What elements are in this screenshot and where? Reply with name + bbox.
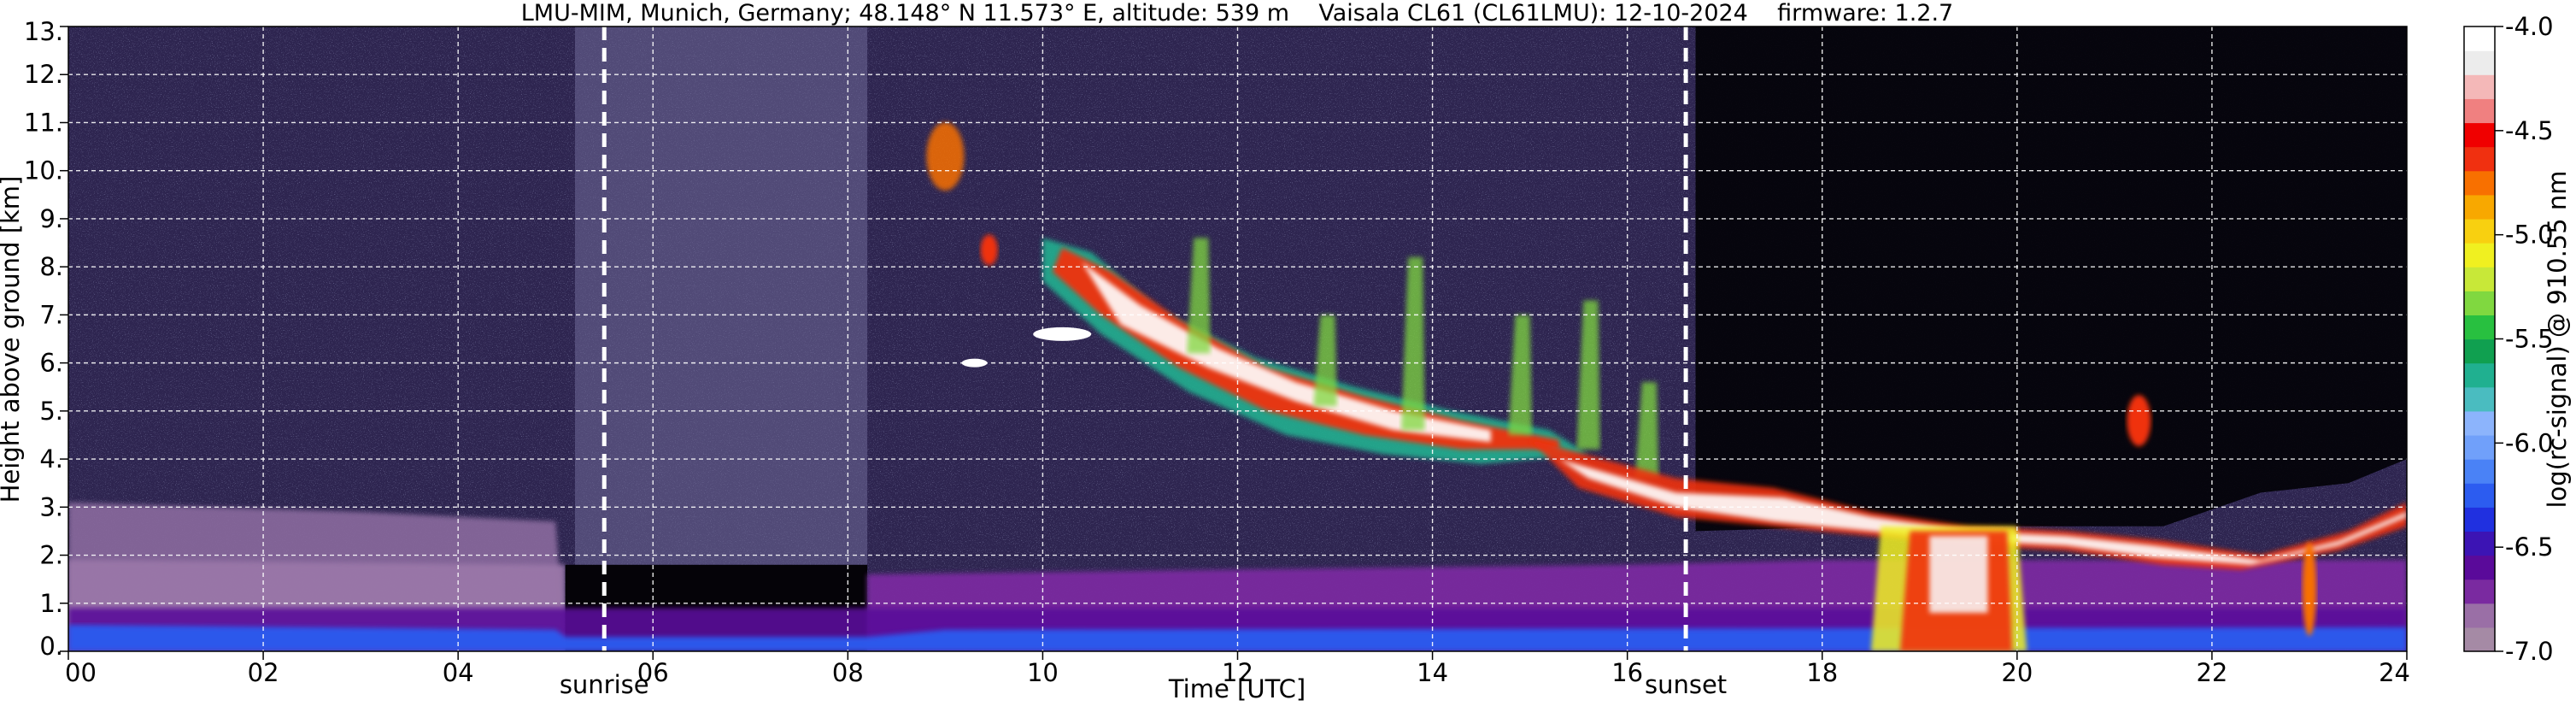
x-tick-label: 10 xyxy=(1027,658,1059,687)
isolated-cloud xyxy=(2127,395,2151,447)
cirrus-core xyxy=(1052,247,1559,450)
x-tick-label: 08 xyxy=(832,658,864,687)
y-tick-label: 6. xyxy=(39,349,63,378)
colorbar-swatch xyxy=(2464,555,2495,580)
x-tick-label: 00 xyxy=(65,658,97,687)
cirrus-streak-1 xyxy=(1508,315,1532,435)
y-tick-label: 12. xyxy=(24,60,63,89)
grid xyxy=(68,26,2407,651)
colorbar-swatch xyxy=(2464,531,2495,556)
y-axis: 0. 1. 2. 3. 4. 5. 6. 7. 8. 9. 10. 11. 12. 13. xyxy=(24,17,68,661)
y-tick-label: 9. xyxy=(39,204,63,233)
colorbar-swatch xyxy=(2464,338,2495,364)
marker-label-sunset: sunset xyxy=(1645,670,1727,699)
cirrus-bright xyxy=(1082,262,1491,443)
colorbar-swatch xyxy=(2464,74,2495,99)
colorbar-swatch xyxy=(2464,146,2495,172)
colorbar-tick-label: -6.5 xyxy=(2505,532,2554,562)
y-tick-label: 4. xyxy=(39,444,63,474)
y-tick-label: 3. xyxy=(39,492,63,521)
evening-cloud-top xyxy=(1558,459,2407,565)
x-tick-label: 02 xyxy=(248,658,279,687)
x-tick-label: 22 xyxy=(2196,658,2227,687)
high-cloud-1 xyxy=(926,121,965,191)
y-axis-label: Height above ground [km] xyxy=(0,176,25,503)
colorbar-swatch xyxy=(2464,386,2495,412)
colorbar-swatch xyxy=(2464,122,2495,148)
aircraft-trail xyxy=(1033,327,1092,341)
colorbar-swatch xyxy=(2464,507,2495,532)
colorbar-swatch xyxy=(2464,579,2495,604)
x-tick-label: 18 xyxy=(1806,658,1838,687)
x-tick-label: 16 xyxy=(1611,658,1643,687)
x-tick-label: 12 xyxy=(1222,658,1253,687)
colorbar-tick-label: -5.0 xyxy=(2505,221,2554,250)
y-tick-label: 7. xyxy=(39,300,63,329)
cirrus-streak-3 xyxy=(1634,382,1659,479)
colorbar-swatch xyxy=(2464,410,2495,436)
y-tick-label: 8. xyxy=(39,252,63,281)
x-tick-label: 14 xyxy=(1417,658,1448,687)
late-shower xyxy=(2302,541,2316,636)
x-tick-label: 20 xyxy=(2001,658,2033,687)
colorbar-swatch xyxy=(2464,627,2495,652)
colorbar-swatch xyxy=(2464,194,2495,220)
colorbar-tick-label: -4.0 xyxy=(2505,12,2554,41)
y-tick-label: 0. xyxy=(39,632,63,661)
daytime-noise xyxy=(575,26,868,565)
colorbar-swatch xyxy=(2464,218,2495,244)
colorbar-swatch xyxy=(2464,26,2495,51)
colorbar-swatch xyxy=(2464,50,2495,75)
colorbar-swatch xyxy=(2464,603,2495,628)
x-tick-label: 06 xyxy=(637,658,669,687)
high-cloud-2 xyxy=(980,234,998,266)
y-tick-label: 13. xyxy=(24,17,63,46)
colorbar-swatch xyxy=(2464,459,2495,484)
cirrus-streak-4 xyxy=(1313,315,1337,407)
colorbar-swatch xyxy=(2464,315,2495,340)
y-tick-label: 1. xyxy=(39,589,63,618)
y-tick-label: 10. xyxy=(24,156,63,185)
x-tick-label: 04 xyxy=(443,658,474,687)
colorbar-swatch xyxy=(2464,243,2495,268)
y-tick-label: 2. xyxy=(39,541,63,570)
x-tick-label: 24 xyxy=(2379,658,2410,687)
colorbar-tick-label: -5.5 xyxy=(2505,325,2554,354)
colorbar-label: log(rc-signal) @ 910.55 nm xyxy=(2543,170,2572,508)
cirrus-streak-0 xyxy=(1401,256,1425,431)
cirrus-streak-2 xyxy=(1576,300,1600,450)
marker-label-sunrise: sunrise xyxy=(560,670,649,699)
colorbar-tick-label: -6.0 xyxy=(2505,428,2554,457)
y-tick-label: 11. xyxy=(24,108,63,137)
x-axis: 00 02 04 06 08 10 12 14 16 18 20 22 24 xyxy=(65,651,2410,687)
colorbar-swatch xyxy=(2464,434,2495,460)
colorbar-tick-label: -7.0 xyxy=(2505,637,2554,666)
colorbar-swatch xyxy=(2464,98,2495,124)
precipitation-bright xyxy=(1929,536,1988,613)
x-axis-label: Time [UTC] xyxy=(1168,674,1306,703)
sun-markers: sunrise sunset xyxy=(560,26,1727,699)
chart-title: LMU-MIM, Munich, Germany; 48.148° N 11.5… xyxy=(521,0,1954,26)
colorbar-swatch xyxy=(2464,291,2495,315)
colorbar-swatch xyxy=(2464,362,2495,388)
colorbar-swatch xyxy=(2464,483,2495,508)
aircraft-trail-2 xyxy=(961,358,988,368)
colorbar-swatch xyxy=(2464,267,2495,291)
colorbar-swatch xyxy=(2464,170,2495,196)
colorbar-tick-label: -4.5 xyxy=(2505,116,2554,145)
colorbar: -7.0 -6.5 -6.0 -5.5 -5.0 -4.5 -4.0 xyxy=(2463,12,2554,666)
y-tick-label: 5. xyxy=(39,397,63,426)
night-clear-sky xyxy=(1695,26,2407,532)
